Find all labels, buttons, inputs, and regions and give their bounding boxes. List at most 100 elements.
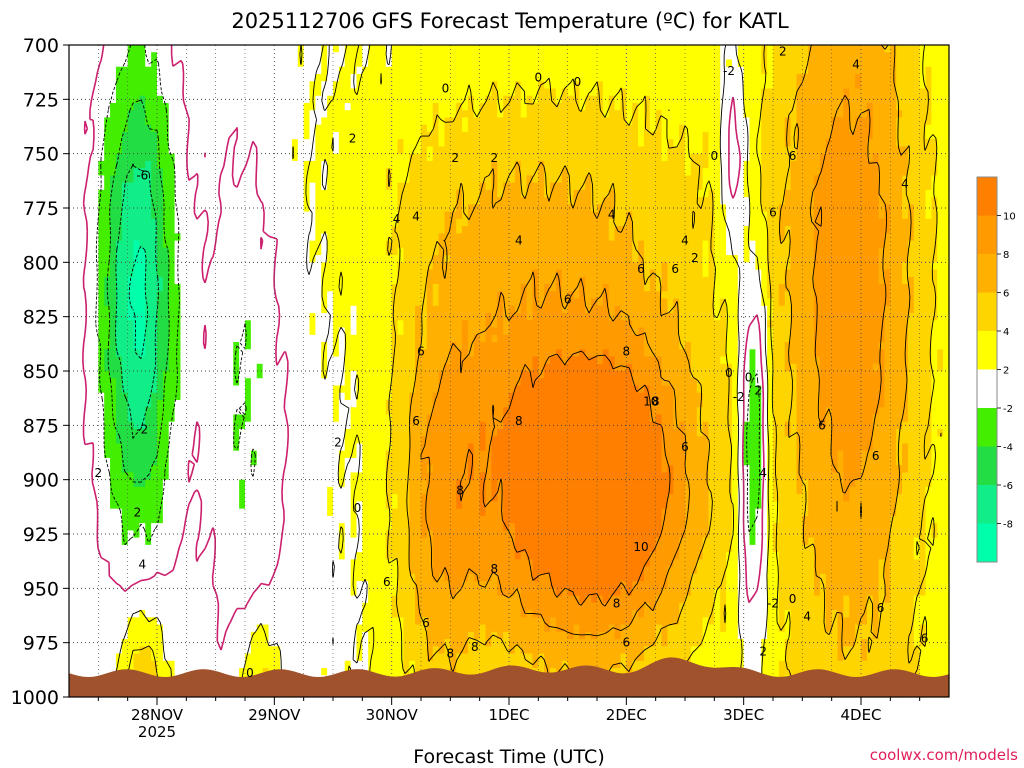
temperature-cell [286, 428, 293, 437]
temperature-cell [286, 211, 293, 220]
temperature-cell [268, 392, 275, 401]
temperature-cell [385, 327, 393, 336]
temperature-cell [280, 617, 287, 626]
temperature-cell [245, 653, 252, 662]
temperature-cell [133, 298, 140, 307]
temperature-cell [209, 624, 217, 633]
temperature-cell [110, 537, 117, 546]
temperature-cell [338, 52, 346, 61]
temperature-cell [110, 428, 117, 437]
temperature-cell [338, 291, 346, 300]
temperature-cell [162, 668, 170, 676]
temperature-cell [385, 581, 393, 589]
temperature-cell [209, 537, 217, 546]
temperature-cell [315, 197, 322, 205]
temperature-cell [115, 465, 123, 474]
temperature-cell [157, 131, 164, 140]
temperature-cell [256, 305, 264, 314]
temperature-cell [209, 494, 217, 502]
temperature-cell [127, 175, 135, 184]
temperature-cell [256, 639, 264, 647]
temperature-cell [291, 631, 299, 640]
temperature-cell [315, 182, 322, 191]
temperature-cell [239, 436, 246, 445]
temperature-cell [215, 233, 223, 242]
temperature-cell [268, 443, 275, 452]
temperature-cell [356, 276, 363, 285]
temperature-cell [203, 399, 211, 408]
temperature-cell [157, 566, 164, 575]
temperature-cell [233, 624, 240, 633]
temperature-cell [69, 414, 76, 423]
temperature-cell [157, 624, 164, 633]
temperature-cell [127, 515, 135, 524]
temperature-cell [362, 407, 369, 416]
temperature-cell [379, 523, 387, 531]
temperature-cell [139, 421, 146, 430]
temperature-cell [274, 631, 281, 640]
temperature-cell [274, 646, 281, 655]
temperature-cell [297, 124, 305, 133]
temperature-cell [110, 146, 117, 155]
temperature-cell [344, 349, 352, 358]
temperature-cell [391, 385, 399, 394]
temperature-cell [250, 631, 258, 640]
temperature-cell [98, 537, 105, 546]
temperature-cell [280, 486, 287, 495]
temperature-cell [327, 668, 334, 676]
temperature-cell [186, 182, 193, 191]
temperature-cell [350, 443, 358, 452]
temperature-cell [151, 595, 158, 604]
temperature-cell [133, 95, 140, 104]
temperature-cell [239, 552, 246, 560]
temperature-cell [333, 327, 340, 336]
temperature-cell [385, 515, 393, 524]
temperature-cell [239, 298, 246, 307]
temperature-cell [98, 240, 105, 249]
temperature-cell [303, 668, 311, 676]
temperature-cell [115, 443, 123, 452]
temperature-cell [333, 349, 340, 358]
temperature-cell [356, 465, 363, 474]
temperature-cell [256, 378, 264, 387]
temperature-cell [162, 588, 170, 597]
temperature-cell [362, 472, 369, 481]
temperature-cell [291, 88, 299, 97]
temperature-cell [274, 472, 281, 481]
temperature-cell [291, 284, 299, 292]
temperature-cell [139, 573, 146, 582]
temperature-cell [385, 363, 393, 372]
temperature-cell [127, 320, 135, 329]
temperature-cell [262, 291, 270, 300]
temperature-cell [180, 639, 187, 647]
temperature-cell [291, 124, 299, 133]
temperature-cell [344, 117, 352, 126]
temperature-cell [168, 581, 176, 589]
temperature-cell [268, 255, 275, 263]
temperature-cell [356, 573, 363, 582]
temperature-cell [215, 371, 223, 379]
temperature-cell [174, 573, 182, 582]
temperature-cell [151, 175, 158, 184]
temperature-cell [115, 298, 123, 307]
temperature-cell [274, 342, 281, 350]
temperature-cell [262, 73, 270, 82]
temperature-cell [157, 52, 164, 61]
temperature-cell [350, 457, 358, 466]
temperature-cell [368, 305, 375, 314]
temperature-cell [374, 226, 381, 234]
temperature-cell [368, 262, 375, 271]
temperature-cell [74, 139, 82, 148]
temperature-cell [362, 479, 369, 488]
temperature-cell [145, 602, 152, 611]
temperature-cell [297, 436, 305, 445]
temperature-cell [209, 378, 217, 387]
temperature-cell [92, 631, 99, 640]
temperature-cell [221, 472, 228, 481]
temperature-cell [174, 443, 182, 452]
temperature-cell [280, 465, 287, 474]
temperature-cell [145, 233, 152, 242]
temperature-cell [274, 617, 281, 626]
temperature-cell [262, 450, 270, 459]
temperature-cell [344, 371, 352, 379]
